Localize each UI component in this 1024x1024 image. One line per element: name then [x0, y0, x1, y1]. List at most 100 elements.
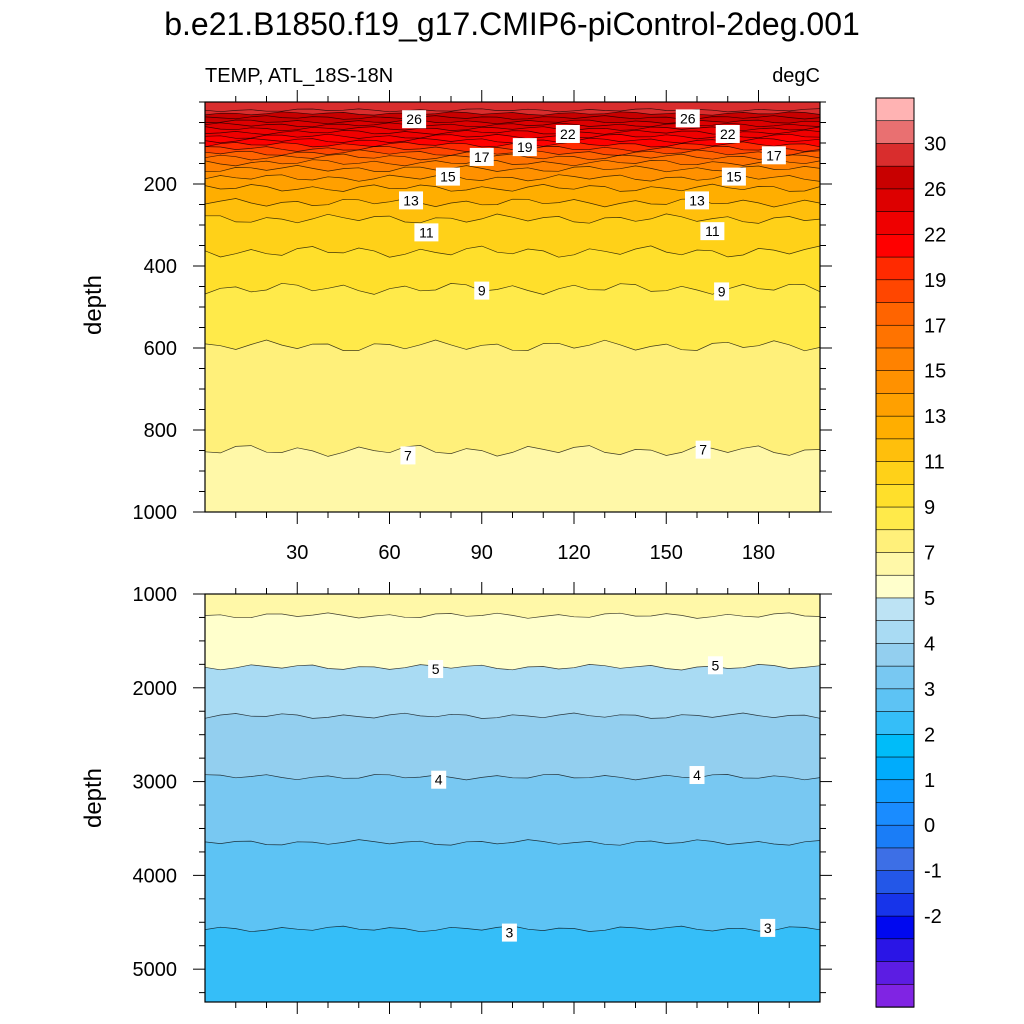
svg-text:13: 13	[689, 192, 705, 208]
colorbar-swatch	[876, 893, 914, 916]
colorbar-label: 1	[924, 770, 935, 792]
x-tick-label: 150	[650, 542, 683, 564]
colorbar-label: 30	[924, 133, 946, 155]
contour-label: 3	[760, 919, 775, 937]
y-tick-label: 2000	[133, 678, 178, 700]
x-tick-label: 30	[286, 542, 308, 564]
colorbar-label: 17	[924, 315, 946, 337]
colorbar-swatch	[876, 575, 914, 598]
svg-text:26: 26	[406, 111, 422, 127]
y-axis-title: depth	[80, 768, 107, 828]
colorbar-swatch	[876, 939, 914, 962]
svg-text:4: 4	[435, 772, 443, 788]
colorbar-label: 19	[924, 270, 946, 292]
colorbar-swatch	[876, 598, 914, 621]
colorbar-label: 5	[924, 588, 935, 610]
svg-text:3: 3	[764, 920, 772, 936]
contour-label: 9	[474, 282, 489, 300]
colorbar-label: -2	[924, 906, 942, 928]
contour-label: 15	[436, 168, 460, 186]
x-tick-label: 180	[742, 542, 775, 564]
colorbar-label: 9	[924, 497, 935, 519]
svg-text:7: 7	[699, 442, 707, 458]
colorbar-label: 11	[924, 452, 945, 474]
svg-text:4: 4	[693, 767, 701, 783]
contour-label: 22	[716, 125, 740, 143]
y-tick-label: 800	[144, 420, 177, 442]
lower-depth-panel: 5 5 4 4 3 3 1000 2000 3000 4000 5000 depth	[80, 582, 832, 1014]
colorbar-label: 4	[924, 633, 935, 655]
colorbar-swatch	[876, 666, 914, 689]
colorbar-swatch	[876, 98, 914, 121]
svg-text:7: 7	[404, 447, 412, 463]
colorbar-swatch	[876, 280, 914, 303]
y-tick-label: 4000	[133, 865, 178, 887]
svg-text:9: 9	[718, 283, 726, 299]
svg-text:19: 19	[517, 139, 533, 155]
colorbar-swatch	[876, 303, 914, 326]
colorbar-label: 15	[924, 361, 946, 383]
y-tick-label: 3000	[133, 772, 178, 794]
colorbar-label: 7	[924, 543, 935, 565]
colorbar-swatch	[876, 530, 914, 553]
colorbar-swatch	[876, 348, 914, 371]
colorbar-swatch	[876, 234, 914, 257]
y-tick-label: 600	[144, 338, 177, 360]
variable-region-label: TEMP, ATL_18S-18N	[205, 65, 393, 87]
colorbar-swatch	[876, 780, 914, 803]
colorbar-swatch	[876, 712, 914, 735]
x-tick-label: 90	[471, 542, 493, 564]
colorbar-swatch	[876, 257, 914, 280]
colorbar-swatch	[876, 189, 914, 212]
contour-label: 4	[431, 771, 446, 789]
colorbar-swatch	[876, 621, 914, 644]
chart-canvas: b.e21.B1850.f19_g17.CMIP6-piControl-2deg…	[0, 0, 1024, 1024]
svg-text:26: 26	[680, 110, 696, 126]
colorbar-label: 2	[924, 724, 935, 746]
contour-label: 13	[685, 191, 709, 209]
colorbar-swatch	[876, 802, 914, 825]
colorbar-swatch	[876, 371, 914, 394]
svg-text:17: 17	[766, 147, 782, 163]
color-band	[205, 445, 820, 512]
contour-label: 19	[513, 138, 537, 156]
contour-label: 7	[696, 441, 711, 459]
colorbar-label: 26	[924, 179, 946, 201]
y-tick-label: 200	[144, 174, 177, 196]
contour-label: 26	[676, 109, 700, 127]
contour-label: 4	[690, 766, 705, 784]
colorbar-swatch	[876, 871, 914, 894]
colorbar-swatch	[876, 643, 914, 666]
colorbar-swatch	[876, 143, 914, 166]
contour-label: 5	[708, 656, 723, 674]
contour-label: 11	[700, 222, 724, 240]
colorbar-swatch	[876, 984, 914, 1007]
y-axis-title: depth	[80, 275, 107, 335]
contour-label: 13	[399, 191, 423, 209]
colorbar-swatch	[876, 121, 914, 144]
svg-text:5: 5	[432, 661, 440, 677]
chart-title: b.e21.B1850.f19_g17.CMIP6-piControl-2deg…	[164, 6, 860, 42]
colorbar-swatch	[876, 825, 914, 848]
contour-label: 17	[762, 146, 786, 164]
colorbar-swatch	[876, 325, 914, 348]
colorbar-label: -1	[924, 861, 942, 883]
colorbar-swatch	[876, 439, 914, 462]
x-tick-label: 60	[378, 542, 400, 564]
colorbar-swatch	[876, 757, 914, 780]
colorbar-swatch	[876, 462, 914, 485]
contour-label: 5	[428, 660, 443, 678]
colorbar-swatch	[876, 416, 914, 439]
colorbar-swatch	[876, 212, 914, 235]
colorbar-swatch	[876, 689, 914, 712]
colorbar-swatch	[876, 962, 914, 985]
colorbar-label: 13	[924, 406, 946, 428]
contour-label: 26	[402, 110, 426, 128]
colorbar-swatch	[876, 848, 914, 871]
colorbar-swatch	[876, 484, 914, 507]
svg-text:15: 15	[726, 169, 742, 185]
colorbar-label: 3	[924, 679, 935, 701]
svg-text:22: 22	[560, 126, 576, 142]
colorbar-swatch	[876, 916, 914, 939]
contour-label: 15	[722, 168, 746, 186]
